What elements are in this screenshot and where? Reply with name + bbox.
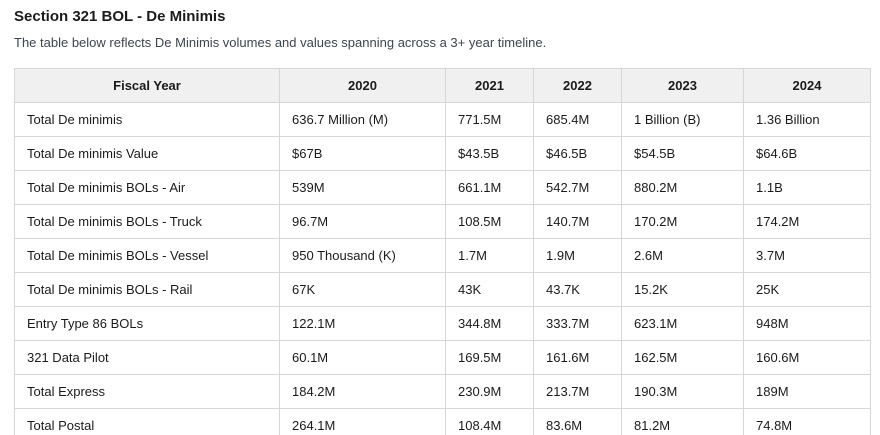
table-cell: $54.5B [621, 136, 744, 171]
row-label: Total De minimis [14, 102, 280, 137]
table-cell: 685.4M [533, 102, 622, 137]
table-cell: 169.5M [445, 340, 534, 375]
table-cell: 60.1M [279, 340, 446, 375]
table-row: Total De minimis BOLs - Truck 96.7M 108.5M… [14, 204, 871, 239]
table-header: Fiscal Year 2020 2021 2022 2023 2024 [14, 68, 871, 103]
table-cell: 108.4M [445, 408, 534, 435]
table-cell: 161.6M [533, 340, 622, 375]
table-cell: 74.8M [743, 408, 871, 435]
table-cell: 344.8M [445, 306, 534, 341]
table-row: 321 Data Pilot 60.1M 169.5M 161.6M 162.5M 160… [14, 340, 871, 375]
table-cell: 950 Thousand (K) [279, 238, 446, 273]
row-label: 321 Data Pilot [14, 340, 280, 375]
table-cell: 96.7M [279, 204, 446, 239]
table-row: Total De minimis BOLs - Vessel 950 Thousa… [14, 238, 871, 273]
table-cell: 333.7M [533, 306, 622, 341]
table-cell: 189M [743, 374, 871, 409]
table-cell: $67B [279, 136, 446, 171]
table-cell: 190.3M [621, 374, 744, 409]
table-cell: 880.2M [621, 170, 744, 205]
table-cell: 636.7 Million (M) [279, 102, 446, 137]
table-cell: 140.7M [533, 204, 622, 239]
table-cell: 1.7M [445, 238, 534, 273]
row-label: Total De minimis Value [14, 136, 280, 171]
row-label: Total De minimis BOLs - Rail [14, 272, 280, 307]
table-cell: 160.6M [743, 340, 871, 375]
table-cell: 81.2M [621, 408, 744, 435]
table-cell: 170.2M [621, 204, 744, 239]
table-row: Total De minimis BOLs - Rail 67K 43K 43.7K 1… [14, 272, 871, 307]
column-header-fiscal-year: Fiscal Year [14, 68, 280, 103]
table-cell: 264.1M [279, 408, 446, 435]
de-minimis-table-container: Fiscal Year 2020 2021 2022 2023 2024 Total De… [14, 68, 871, 435]
table-cell: 108.5M [445, 204, 534, 239]
table-cell: 43.7K [533, 272, 622, 307]
row-label: Entry Type 86 BOLs [14, 306, 280, 341]
table-cell: $43.5B [445, 136, 534, 171]
table-cell: $64.6B [743, 136, 871, 171]
page-title: Section 321 BOL - De Minimis [14, 8, 226, 25]
row-label: Total De minimis BOLs - Air [14, 170, 280, 205]
table-row: Total Express 184.2M 230.9M 213.7M 190.3M 189… [14, 374, 871, 409]
column-header-2022: 2022 [533, 68, 622, 103]
table-cell: 67K [279, 272, 446, 307]
table-header-row: Fiscal Year 2020 2021 2022 2023 2024 [14, 68, 871, 103]
table-cell: $46.5B [533, 136, 622, 171]
table-cell: 1 Billion (B) [621, 102, 744, 137]
table-row: Total Postal 264.1M 108.4M 83.6M 81.2M 74.8M [14, 408, 871, 435]
table-cell: 948M [743, 306, 871, 341]
column-header-2021: 2021 [445, 68, 534, 103]
table-cell: 25K [743, 272, 871, 307]
table-cell: 15.2K [621, 272, 744, 307]
table-cell: 213.7M [533, 374, 622, 409]
table-cell: 122.1M [279, 306, 446, 341]
column-header-2023: 2023 [621, 68, 744, 103]
table-cell: 771.5M [445, 102, 534, 137]
table-cell: 3.7M [743, 238, 871, 273]
table-row: Entry Type 86 BOLs 122.1M 344.8M 333.7M 623.… [14, 306, 871, 341]
table-cell: 43K [445, 272, 534, 307]
column-header-2024: 2024 [743, 68, 871, 103]
table-cell: 623.1M [621, 306, 744, 341]
table-cell: 1.36 Billion [743, 102, 871, 137]
table-cell: 184.2M [279, 374, 446, 409]
column-header-2020: 2020 [279, 68, 446, 103]
page-subtitle: The table below reflects De Minimis volu… [14, 35, 547, 50]
table-cell: 542.7M [533, 170, 622, 205]
table-cell: 539M [279, 170, 446, 205]
table-cell: 83.6M [533, 408, 622, 435]
table-row: Total De minimis Value $67B $43.5B $46.5B $5… [14, 136, 871, 171]
table-row: Total De minimis BOLs - Air 539M 661.1M 542… [14, 170, 871, 205]
table-cell: 661.1M [445, 170, 534, 205]
table-row: Total De minimis 636.7 Million (M) 771.5M 6… [14, 102, 871, 137]
row-label: Total De minimis BOLs - Vessel [14, 238, 280, 273]
table-cell: 1.1B [743, 170, 871, 205]
table-cell: 1.9M [533, 238, 622, 273]
table-cell: 230.9M [445, 374, 534, 409]
row-label: Total Express [14, 374, 280, 409]
row-label: Total Postal [14, 408, 280, 435]
table-cell: 162.5M [621, 340, 744, 375]
table-cell: 2.6M [621, 238, 744, 273]
table-cell: 174.2M [743, 204, 871, 239]
table-body: Total De minimis 636.7 Million (M) 771.5M 6… [14, 102, 871, 435]
row-label: Total De minimis BOLs - Truck [14, 204, 280, 239]
de-minimis-table: Fiscal Year 2020 2021 2022 2023 2024 Total De… [14, 68, 871, 435]
